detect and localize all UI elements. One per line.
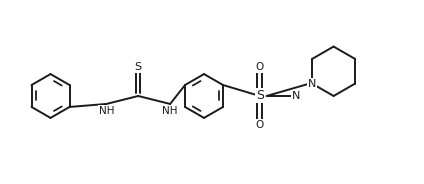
Text: NH: NH [162, 106, 178, 116]
Text: N: N [308, 79, 316, 89]
Text: S: S [135, 62, 142, 72]
Text: S: S [256, 89, 264, 102]
Text: O: O [256, 120, 264, 130]
Text: N: N [292, 91, 301, 101]
Text: O: O [256, 62, 264, 72]
Text: NH: NH [99, 106, 114, 116]
